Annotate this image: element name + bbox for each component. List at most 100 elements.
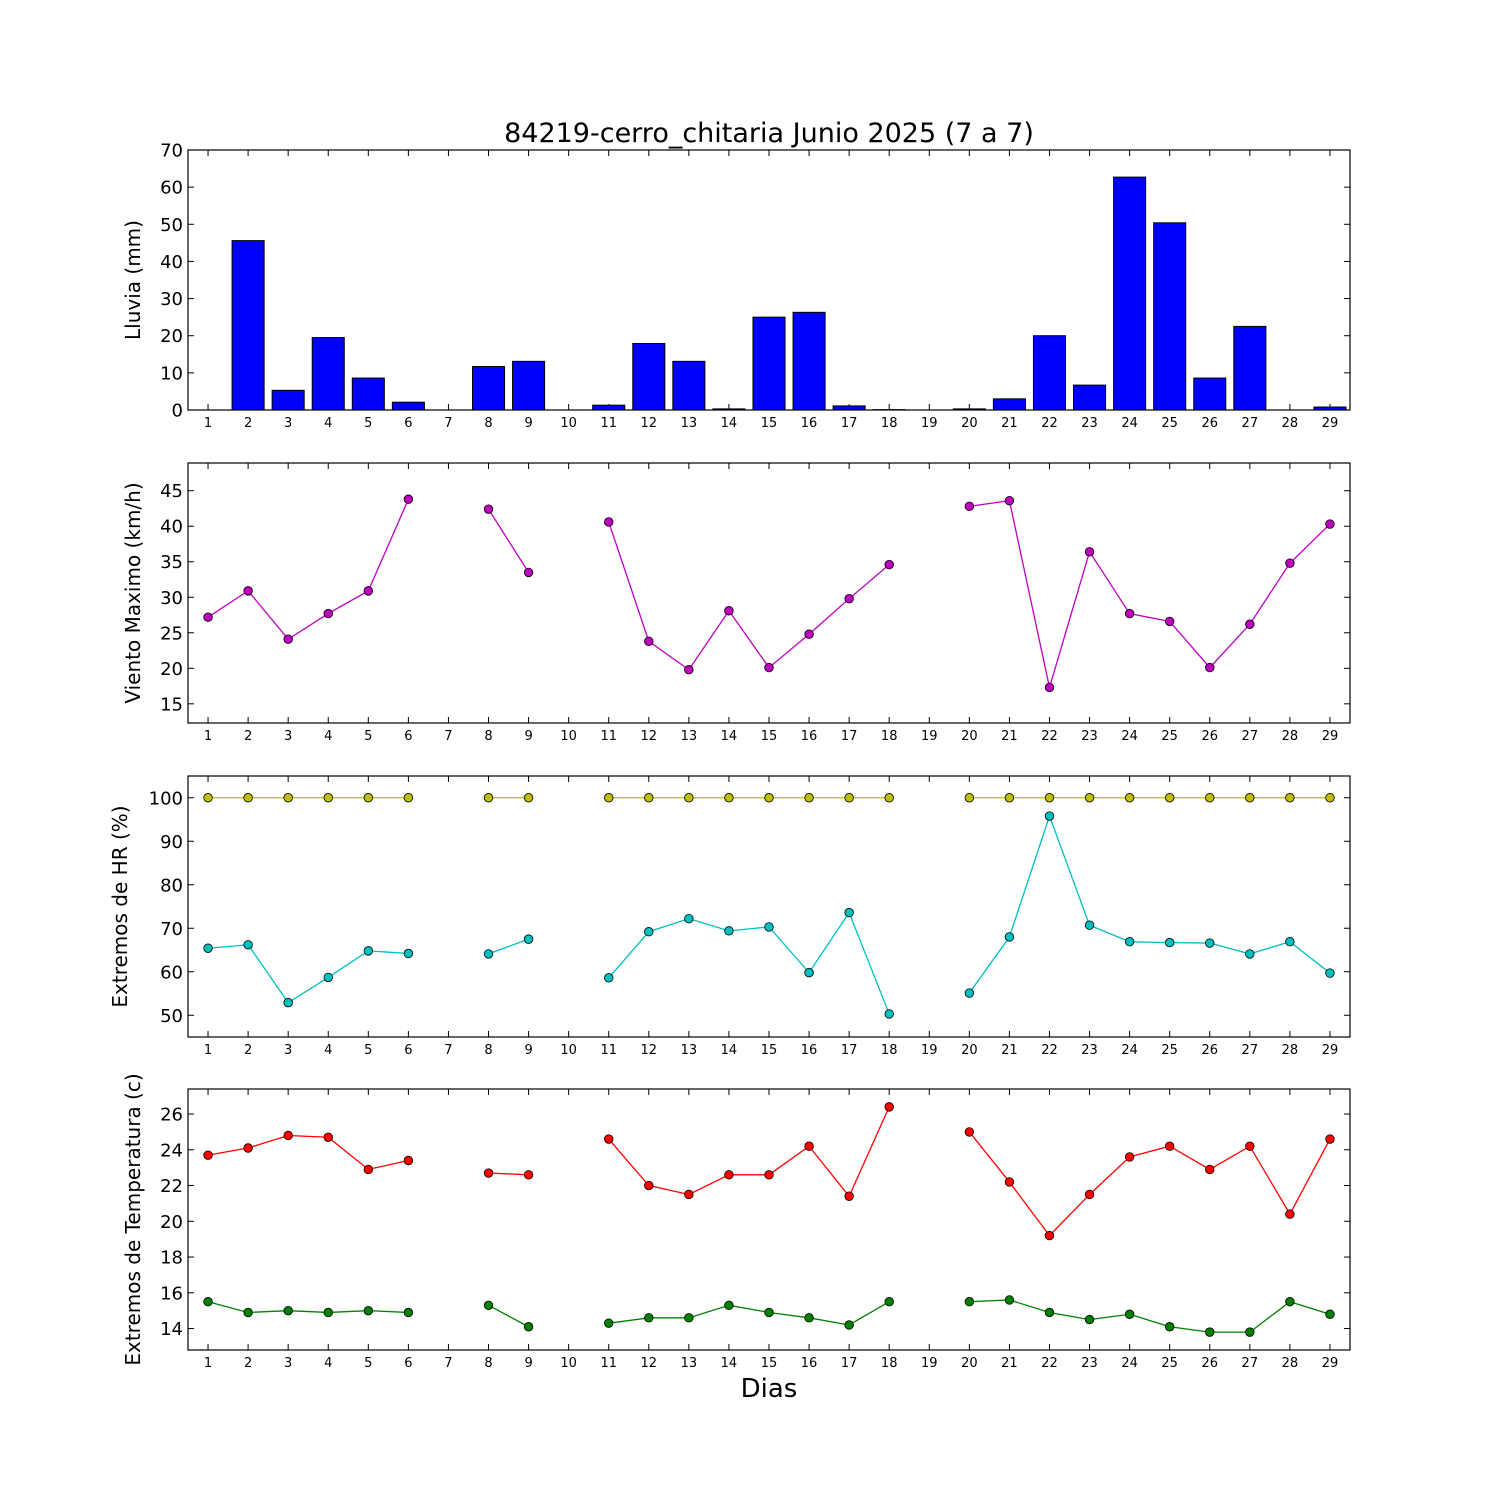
temp-max-point xyxy=(283,1130,293,1141)
y-tick-label: 20 xyxy=(160,659,183,680)
x-tick-label: 1 xyxy=(204,416,212,431)
x-tick-label: 25 xyxy=(1161,416,1178,431)
wind-line xyxy=(608,521,890,671)
temp-min-point xyxy=(1325,1309,1335,1319)
hr-max-point xyxy=(243,793,253,803)
temp-min-point xyxy=(1004,1295,1015,1305)
hr-max-point xyxy=(363,793,374,803)
x-tick-label: 10 xyxy=(560,416,577,431)
hr-max-point xyxy=(1285,793,1295,803)
x-tick-label: 16 xyxy=(801,416,818,431)
wind-point xyxy=(884,559,894,570)
wind-point xyxy=(684,665,694,675)
hr-min-point xyxy=(1325,968,1335,978)
x-tick-label: 29 xyxy=(1322,729,1339,744)
temp-min-line xyxy=(969,1299,1331,1333)
hr-min-point xyxy=(724,926,734,936)
hr-max-point xyxy=(604,793,614,803)
wind-point xyxy=(1205,662,1215,673)
temp-max-point xyxy=(523,1170,534,1180)
rain-bar xyxy=(512,360,546,411)
y-axis-label: Extremos de HR (%) xyxy=(108,805,132,1007)
temp-min-point xyxy=(604,1318,614,1328)
hr-min-point xyxy=(1124,937,1135,947)
x-tick-label: 14 xyxy=(721,416,738,431)
temp-min-line xyxy=(608,1301,890,1326)
rain-bar xyxy=(592,404,626,411)
x-tick-label: 19 xyxy=(921,416,938,431)
temp-max-point xyxy=(363,1164,374,1175)
rain-bar xyxy=(752,316,786,411)
hr-max-point xyxy=(523,793,534,803)
plot-frame xyxy=(187,149,1351,411)
y-tick-label: 25 xyxy=(160,623,183,644)
temp-min-point xyxy=(1285,1297,1295,1307)
x-tick-label: 25 xyxy=(1161,1356,1178,1371)
hr-min-point xyxy=(243,940,253,950)
x-tick-label: 5 xyxy=(364,1356,372,1371)
wind-point xyxy=(1325,519,1335,529)
wind-point xyxy=(243,586,253,596)
x-tick-label: 18 xyxy=(881,1043,898,1058)
x-tick-label: 15 xyxy=(761,416,778,431)
x-tick-label: 22 xyxy=(1041,1356,1058,1371)
x-tick-label: 20 xyxy=(961,729,978,744)
x-tick-label: 3 xyxy=(284,1043,292,1058)
temp-max-point xyxy=(604,1134,614,1144)
x-tick-label: 24 xyxy=(1121,1356,1138,1371)
wind-line xyxy=(487,508,530,573)
rain-bar xyxy=(632,343,666,411)
x-tick-label: 4 xyxy=(324,729,332,744)
x-tick-label: 21 xyxy=(1001,1043,1018,1058)
rain-bar xyxy=(1032,335,1067,411)
hr-min-point xyxy=(964,988,975,998)
temp-min-point xyxy=(523,1322,534,1332)
x-tick-label: 19 xyxy=(921,1356,938,1371)
x-tick-label: 28 xyxy=(1282,729,1299,744)
temp-max-point xyxy=(1004,1177,1015,1187)
temp-max-point xyxy=(1164,1141,1175,1151)
rain-bar xyxy=(471,366,506,411)
temp-max-point xyxy=(1245,1141,1255,1151)
wind-point xyxy=(764,662,774,673)
x-tick-label: 12 xyxy=(641,1043,658,1058)
hr-max-point xyxy=(283,793,293,803)
temp-max-point xyxy=(403,1155,414,1166)
temp-max-point xyxy=(1044,1230,1055,1241)
y-tick-label: 90 xyxy=(160,832,183,853)
x-tick-label: 26 xyxy=(1201,416,1218,431)
rain-bar xyxy=(311,337,345,411)
x-tick-label: 8 xyxy=(484,1043,492,1058)
hr-min-point xyxy=(523,934,534,944)
y-tick-label: 100 xyxy=(149,788,183,809)
x-tick-label: 19 xyxy=(921,729,938,744)
hr-min-point xyxy=(1164,937,1175,948)
x-tick-label: 10 xyxy=(560,729,577,744)
x-tick-label: 3 xyxy=(284,416,292,431)
wind-point xyxy=(1124,608,1135,619)
temp-max-point xyxy=(764,1170,774,1180)
hr-max-point xyxy=(1084,793,1095,803)
x-tick-label: 6 xyxy=(404,729,412,744)
temp-min-point xyxy=(964,1297,975,1307)
hr-max-point xyxy=(1004,793,1015,803)
hr-min-point xyxy=(1004,932,1015,942)
x-tick-label: 25 xyxy=(1161,729,1178,744)
wind-point xyxy=(283,634,293,644)
x-tick-label: 27 xyxy=(1242,416,1259,431)
hr-min-point xyxy=(283,997,293,1008)
y-axis-label: Extremos de Temperatura (c) xyxy=(121,1073,145,1365)
y-tick-label: 60 xyxy=(160,178,183,199)
temp-max-point xyxy=(1285,1209,1295,1219)
x-tick-label: 3 xyxy=(284,1356,292,1371)
x-tick-label: 17 xyxy=(841,1043,858,1058)
y-tick-label: 16 xyxy=(160,1283,183,1304)
temp-min-point xyxy=(724,1300,734,1311)
x-tick-label: 13 xyxy=(681,1356,698,1371)
x-tick-label: 17 xyxy=(841,729,858,744)
x-tick-label: 23 xyxy=(1081,1043,1098,1058)
temp-max-point xyxy=(844,1191,854,1201)
x-tick-label: 29 xyxy=(1322,416,1339,431)
rain-bar xyxy=(1233,325,1267,411)
